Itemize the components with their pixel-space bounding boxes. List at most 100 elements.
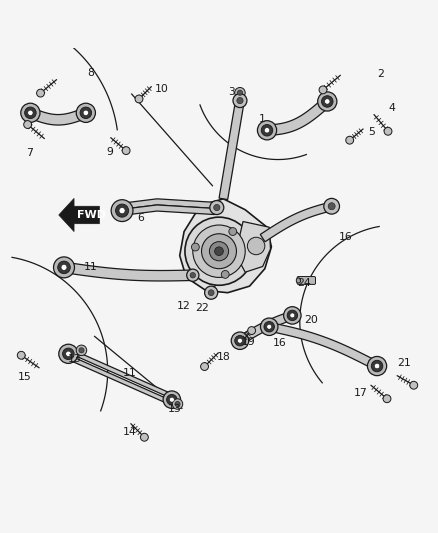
Text: 17: 17 <box>354 388 368 398</box>
Text: 13: 13 <box>168 404 181 414</box>
Circle shape <box>76 103 95 123</box>
Circle shape <box>79 348 84 353</box>
Circle shape <box>235 87 245 98</box>
Circle shape <box>410 381 418 389</box>
Circle shape <box>191 243 199 251</box>
Circle shape <box>63 348 74 360</box>
Circle shape <box>80 107 92 118</box>
Circle shape <box>193 225 245 277</box>
Text: 2: 2 <box>377 69 384 78</box>
Circle shape <box>231 332 249 350</box>
Circle shape <box>215 247 223 256</box>
Polygon shape <box>260 202 333 242</box>
Polygon shape <box>180 199 272 293</box>
Polygon shape <box>239 222 271 272</box>
Circle shape <box>28 110 33 116</box>
Text: 20: 20 <box>304 315 318 325</box>
FancyBboxPatch shape <box>297 277 315 285</box>
Circle shape <box>261 318 278 335</box>
Circle shape <box>325 99 330 104</box>
Polygon shape <box>67 349 173 398</box>
Text: 12: 12 <box>177 301 190 311</box>
Text: 11: 11 <box>83 262 97 272</box>
Text: 13: 13 <box>68 354 82 365</box>
Circle shape <box>261 125 273 136</box>
Circle shape <box>237 90 243 95</box>
Circle shape <box>116 204 129 217</box>
Circle shape <box>61 264 67 270</box>
Circle shape <box>210 200 224 215</box>
Circle shape <box>208 290 214 296</box>
Circle shape <box>258 120 277 140</box>
Text: 9: 9 <box>106 147 113 157</box>
Circle shape <box>267 324 272 329</box>
Text: 6: 6 <box>137 214 144 223</box>
Circle shape <box>172 399 183 409</box>
Polygon shape <box>59 198 99 231</box>
Circle shape <box>321 96 333 107</box>
Circle shape <box>247 237 265 255</box>
Text: 1: 1 <box>259 114 266 124</box>
Circle shape <box>384 127 392 135</box>
Text: 19: 19 <box>242 337 255 346</box>
Text: 3: 3 <box>228 87 234 97</box>
Text: 24: 24 <box>297 278 311 288</box>
Text: 5: 5 <box>368 127 375 137</box>
Polygon shape <box>219 100 244 199</box>
Text: FWD: FWD <box>77 210 106 220</box>
Circle shape <box>163 391 180 408</box>
Circle shape <box>318 92 337 111</box>
Circle shape <box>25 107 36 118</box>
Circle shape <box>59 344 78 364</box>
Circle shape <box>237 338 242 343</box>
Polygon shape <box>122 199 215 209</box>
Circle shape <box>190 272 195 278</box>
Circle shape <box>346 136 353 144</box>
Text: 8: 8 <box>87 68 94 78</box>
Circle shape <box>214 205 220 211</box>
Circle shape <box>187 269 199 281</box>
Circle shape <box>248 327 255 335</box>
Polygon shape <box>67 356 173 405</box>
Circle shape <box>53 257 74 278</box>
Polygon shape <box>267 98 331 135</box>
Text: 22: 22 <box>195 303 209 313</box>
Circle shape <box>265 127 270 133</box>
Circle shape <box>284 306 301 324</box>
Circle shape <box>290 313 295 318</box>
Circle shape <box>319 86 327 94</box>
Circle shape <box>170 397 174 402</box>
Text: 4: 4 <box>388 103 395 114</box>
Circle shape <box>111 200 133 222</box>
Circle shape <box>76 345 87 356</box>
Circle shape <box>24 120 32 128</box>
Text: 16: 16 <box>273 338 287 348</box>
Text: 16: 16 <box>339 232 353 242</box>
Circle shape <box>209 241 229 261</box>
Circle shape <box>201 362 208 370</box>
Circle shape <box>264 321 275 332</box>
Circle shape <box>141 433 148 441</box>
Circle shape <box>58 261 70 273</box>
Circle shape <box>324 198 339 214</box>
Ellipse shape <box>296 278 300 283</box>
Circle shape <box>287 310 297 321</box>
Circle shape <box>221 270 229 278</box>
Circle shape <box>135 95 143 103</box>
Circle shape <box>83 110 88 116</box>
Circle shape <box>229 228 237 236</box>
Polygon shape <box>122 205 215 215</box>
Text: 7: 7 <box>26 148 32 158</box>
Polygon shape <box>63 262 193 281</box>
Polygon shape <box>28 108 88 125</box>
Circle shape <box>374 364 380 369</box>
Text: 10: 10 <box>155 84 168 94</box>
Text: 14: 14 <box>123 427 136 438</box>
Circle shape <box>371 360 383 372</box>
Circle shape <box>166 394 177 405</box>
Circle shape <box>235 335 245 346</box>
Circle shape <box>233 94 247 108</box>
Circle shape <box>328 203 335 210</box>
Circle shape <box>383 395 391 402</box>
Text: 21: 21 <box>398 358 411 368</box>
